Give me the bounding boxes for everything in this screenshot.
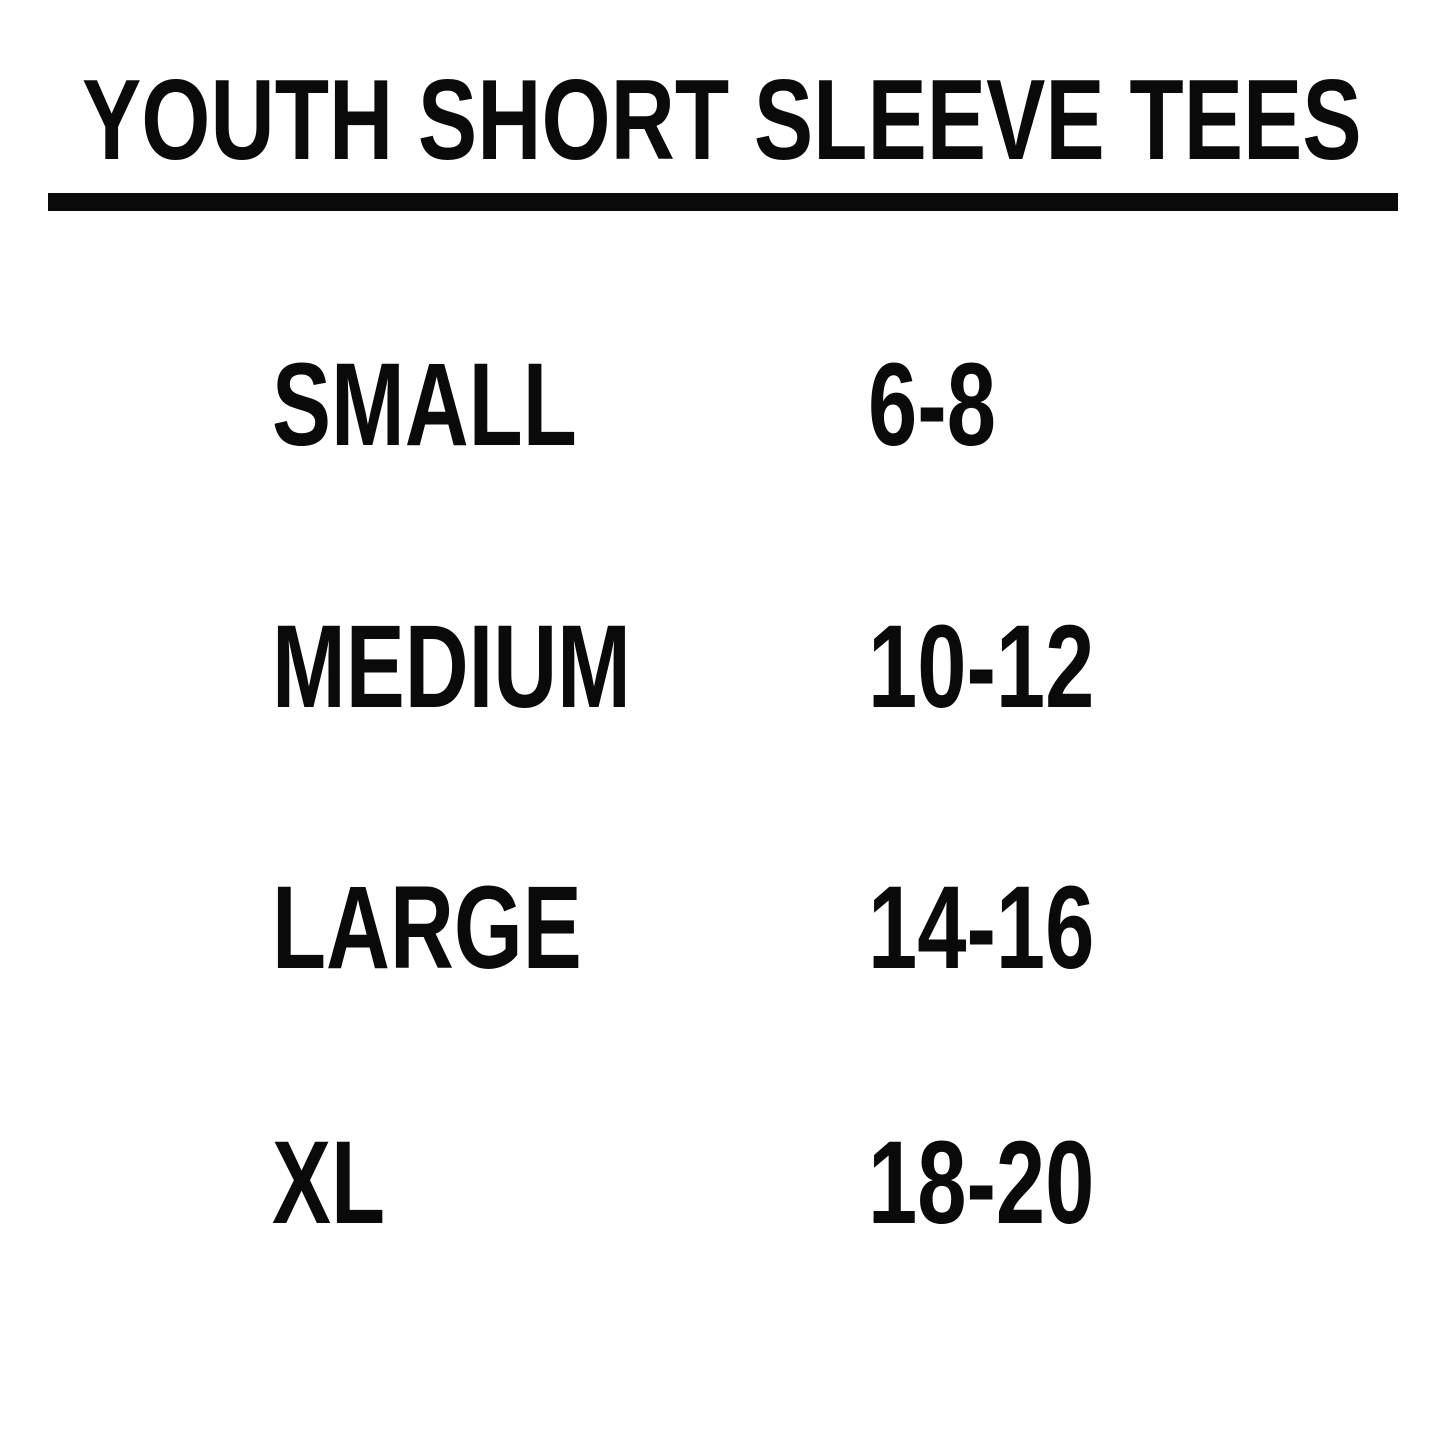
size-range-small: 6-8 <box>868 339 996 471</box>
size-label-large: LARGE <box>272 862 582 994</box>
size-range-medium: 10-12 <box>868 601 1095 733</box>
size-label-xl: XL <box>272 1117 386 1249</box>
size-range-large: 14-16 <box>868 862 1095 994</box>
size-range-xl: 18-20 <box>868 1117 1095 1249</box>
chart-title: YOUTH SHORT SLEEVE TEES <box>82 57 1362 184</box>
title-underline-rule <box>48 193 1398 211</box>
size-label-medium: MEDIUM <box>272 601 631 733</box>
size-label-small: SMALL <box>272 339 577 471</box>
